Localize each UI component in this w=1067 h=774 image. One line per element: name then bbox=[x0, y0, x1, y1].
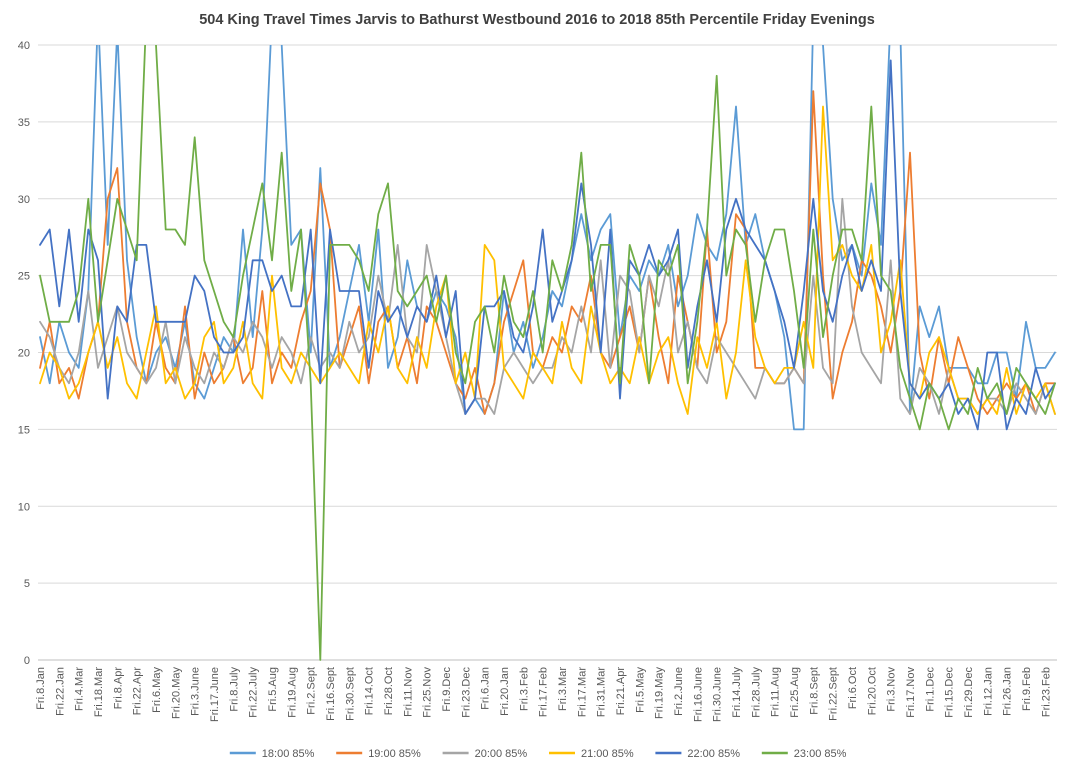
series-lines bbox=[39, 45, 1056, 661]
legend-item: 22:00 85% bbox=[655, 748, 740, 760]
x-tick-label: Fri.26.Jan bbox=[1002, 667, 1014, 716]
legend-item: 18:00 85% bbox=[229, 748, 315, 760]
x-tick-label: Fri.20.Oct bbox=[866, 667, 878, 715]
series-line-220085 bbox=[39, 59, 1056, 431]
x-tick-label: Fri.14.July bbox=[731, 667, 743, 718]
legend-item-label: 23:00 85% bbox=[794, 748, 847, 760]
x-tick-label: Fri.19.Aug bbox=[286, 667, 298, 718]
x-tick-label: Fri.30.June bbox=[712, 667, 724, 722]
x-tick-label: Fri.20.Jan bbox=[499, 667, 511, 716]
x-tick-label: Fri.8.Sept bbox=[808, 667, 820, 715]
x-tick-label: Fri.8.Jan bbox=[35, 667, 47, 710]
x-tick-label: Fri.11.Aug bbox=[770, 667, 782, 717]
x-tick-label: Fri.17.Mar bbox=[576, 667, 588, 717]
x-tick-label: Fri.11.Nov bbox=[402, 667, 414, 717]
legend-item-label: 18:00 85% bbox=[262, 748, 315, 760]
x-tick-label: Fri.2.Sept bbox=[306, 667, 318, 715]
x-tick-label: Fri.15.Dec bbox=[944, 667, 956, 718]
y-tick-label: 30 bbox=[18, 194, 30, 206]
legend-item: 21:00 85% bbox=[549, 748, 634, 760]
x-tick-label: Fri.21.Apr bbox=[615, 667, 627, 716]
x-tick-label: Fri.9.Feb bbox=[1021, 667, 1033, 711]
x-tick-label: Fri.22.July bbox=[248, 667, 260, 718]
x-tick-label: Fri.23.Feb bbox=[1040, 667, 1052, 717]
series-line-210085 bbox=[39, 105, 1056, 415]
x-tick-label: Fri.3.Feb bbox=[518, 667, 530, 711]
x-tick-label: Fri.12.Jan bbox=[982, 667, 994, 716]
legend-item-label: 22:00 85% bbox=[687, 748, 740, 760]
chart-title: 504 King Travel Times Jarvis to Bathurst… bbox=[199, 12, 875, 28]
legend: 18:00 85% 19:00 85% 20:00 85% 21:00 85% 22:0… bbox=[229, 748, 847, 760]
x-tick-label: Fri.22.Apr bbox=[132, 667, 144, 716]
x-tick-label: Fri.17.Nov bbox=[905, 667, 917, 718]
x-tick-label: Fri.14.Oct bbox=[364, 667, 376, 715]
x-tick-label: Fri.8.July bbox=[228, 667, 240, 712]
x-tick-label: Fri.19.May bbox=[654, 667, 666, 719]
x-tick-label: Fri.18.Mar bbox=[93, 667, 105, 717]
x-tick-label: Fri.1.Dec bbox=[924, 667, 936, 712]
y-axis-labels: 0 5 10 15 20 25 30 35 40 bbox=[18, 40, 30, 667]
legend-item-label: 21:00 85% bbox=[581, 748, 634, 760]
x-axis-labels: Fri.8.Jan Fri.22.Jan Fri.4.Mar Fri.18.Mar Fr… bbox=[35, 667, 1052, 723]
x-tick-label: Fri.25.Nov bbox=[422, 667, 434, 718]
x-tick-label: Fri.6.Oct bbox=[847, 667, 859, 709]
x-tick-label: Fri.25.Aug bbox=[789, 667, 801, 718]
legend-item: 23:00 85% bbox=[761, 748, 847, 760]
x-tick-label: Fri.3.Mar bbox=[557, 667, 569, 711]
x-tick-label: Fri.8.Apr bbox=[112, 667, 124, 710]
x-tick-label: Fri.23.Dec bbox=[460, 667, 472, 718]
x-tick-label: Fri.22.Sept bbox=[828, 667, 840, 721]
x-tick-label: Fri.6.Jan bbox=[480, 667, 492, 710]
series-line-200085 bbox=[39, 197, 1056, 415]
x-tick-label: Fri.16.Sept bbox=[325, 667, 337, 721]
legend-item: 20:00 85% bbox=[442, 748, 528, 760]
x-tick-label: Fri.28.July bbox=[750, 667, 762, 718]
x-tick-label: Fri.31.Mar bbox=[596, 667, 608, 717]
x-tick-label: Fri.29.Dec bbox=[963, 667, 975, 718]
y-tick-label: 10 bbox=[18, 501, 30, 513]
legend-item-label: 20:00 85% bbox=[475, 748, 528, 760]
x-tick-label: Fri.30.Sept bbox=[344, 667, 356, 721]
y-tick-label: 40 bbox=[18, 40, 30, 52]
y-tick-label: 35 bbox=[18, 117, 30, 129]
y-tick-label: 25 bbox=[18, 271, 30, 283]
y-tick-label: 0 bbox=[24, 655, 30, 667]
y-tick-label: 5 bbox=[24, 578, 30, 590]
legend-item: 19:00 85% bbox=[336, 748, 421, 760]
x-tick-label: Fri.17.June bbox=[209, 667, 221, 722]
x-tick-label: Fri.5.May bbox=[634, 667, 646, 713]
x-tick-label: Fri.6.May bbox=[151, 667, 163, 713]
x-tick-label: Fri.20.May bbox=[170, 667, 182, 719]
x-tick-label: Fri.22.Jan bbox=[54, 667, 66, 716]
x-tick-label: Fri.17.Feb bbox=[538, 667, 550, 717]
x-tick-label: Fri.2.June bbox=[673, 667, 685, 716]
series-line-230085 bbox=[39, 45, 1056, 661]
y-tick-label: 20 bbox=[18, 348, 30, 360]
x-tick-label: Fri.3.Nov bbox=[886, 667, 898, 712]
y-tick-label: 15 bbox=[18, 424, 30, 436]
x-tick-label: Fri.4.Mar bbox=[74, 667, 86, 711]
x-tick-label: Fri.16.June bbox=[692, 667, 704, 722]
x-tick-label: Fri.5.Aug bbox=[267, 667, 279, 712]
x-tick-label: Fri.3.June bbox=[190, 667, 202, 716]
x-tick-label: Fri.28.Oct bbox=[383, 667, 395, 715]
x-tick-label: Fri.9.Dec bbox=[441, 667, 453, 712]
legend-item-label: 19:00 85% bbox=[368, 748, 421, 760]
